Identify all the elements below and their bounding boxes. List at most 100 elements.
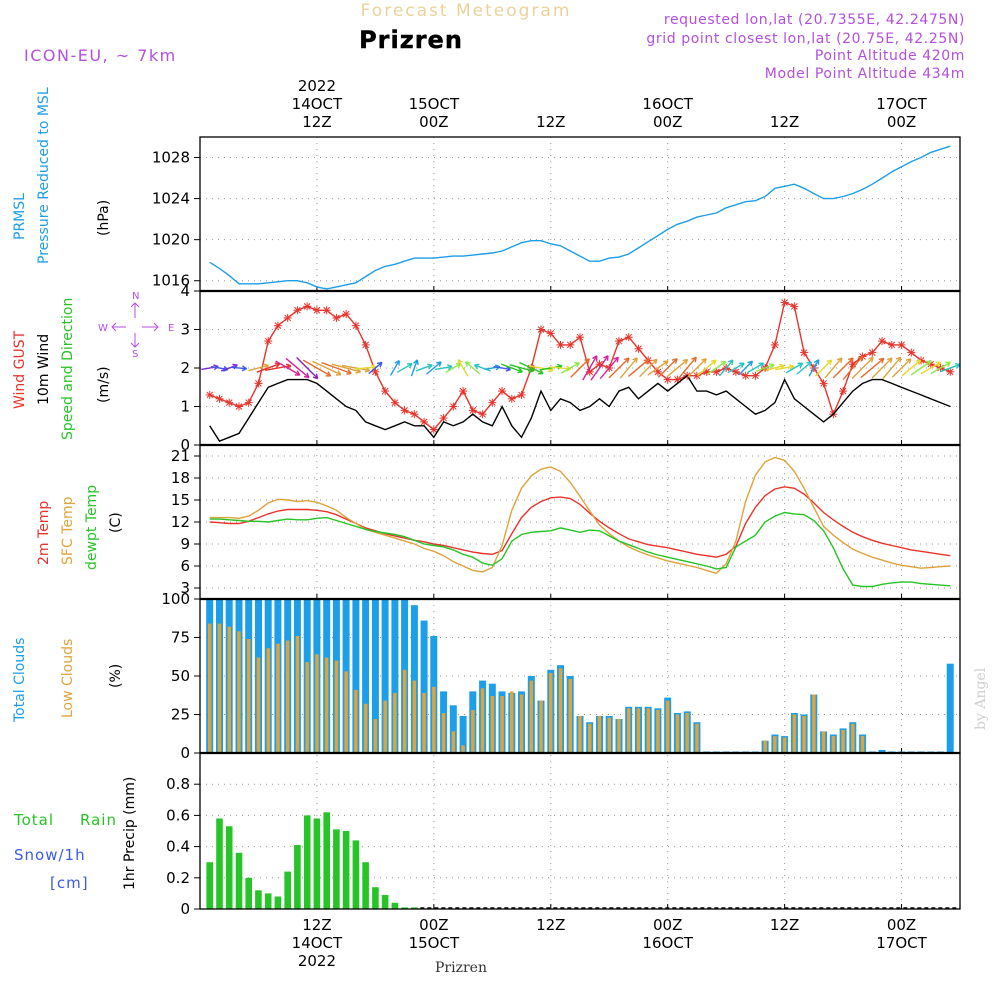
gust-marker — [468, 406, 477, 415]
gust-marker — [332, 313, 341, 322]
gust-marker — [244, 398, 253, 407]
top-time-label: 00Z — [887, 113, 916, 131]
gust-marker — [351, 321, 360, 330]
rain-bar — [362, 862, 369, 909]
gust-marker — [225, 398, 234, 407]
low-cloud-bar — [412, 680, 417, 753]
rain-bar — [323, 812, 330, 909]
low-cloud-bar — [792, 714, 797, 753]
gust-marker — [264, 337, 273, 346]
gust-marker — [390, 398, 399, 407]
low-cloud-bar — [373, 719, 378, 753]
wind-arrow — [882, 356, 902, 380]
low-cloud-bar — [208, 623, 212, 753]
bottom-time-label: 12Z — [302, 916, 331, 934]
temp-label-3: dewpt Temp — [84, 485, 100, 570]
wind-arrow — [434, 364, 453, 371]
low-cloud-bar — [831, 736, 836, 753]
footer-location: Prizren — [435, 960, 487, 976]
bottom-time-label: 00Z — [419, 916, 448, 934]
gust-marker — [254, 379, 263, 388]
low-cloud-bar — [597, 716, 602, 753]
rain-bar — [216, 818, 223, 909]
bottom-time-label: 00Z — [653, 916, 682, 934]
low-cloud-bar — [237, 631, 241, 753]
low-cloud-bar — [607, 717, 611, 753]
precip-label-snow: Snow/1h — [14, 846, 86, 864]
wind-arrow — [920, 361, 942, 375]
low-cloud-bar — [675, 714, 680, 753]
rain-bar — [313, 818, 321, 909]
wind-arrow — [687, 358, 707, 378]
low-cloud-bar — [256, 657, 261, 753]
low-cloud-bar — [432, 686, 436, 753]
gust-marker — [839, 387, 848, 396]
bottom-time-label: 12Z — [770, 916, 799, 934]
wind-arrow — [901, 359, 922, 377]
precip-labels: Total Rain Snow/1h [cm] 1hr Precip (mm) — [13, 777, 138, 892]
low-cloud-bar — [558, 668, 563, 753]
low-cloud-bar — [656, 709, 660, 753]
compass-north: N — [132, 291, 139, 302]
rain-bar — [401, 907, 408, 909]
low-cloud-bar — [617, 719, 621, 753]
low-cloud-bar — [646, 708, 650, 753]
wind-labels: Wind GUST 10m Wind Speed and Direction (… — [12, 291, 174, 440]
y-tick-label: 4 — [180, 282, 190, 300]
gust-marker — [868, 348, 877, 357]
y-tick-label: 50 — [171, 667, 190, 685]
model-label: ICON-EU, ~ 7km — [24, 46, 177, 65]
y-tick-label: 9 — [180, 535, 190, 553]
y-tick-label: 0.2 — [166, 869, 190, 887]
model-point-altitude: Model Point Altitude 434m — [765, 66, 965, 82]
temp-labels: 2m Temp SFC Temp dewpt Temp (C) — [36, 485, 124, 570]
low-cloud-bar — [471, 709, 475, 753]
sfc-temp-line — [209, 456, 951, 575]
gust-marker — [614, 337, 623, 346]
gust-marker — [634, 344, 643, 353]
wind-arrow — [473, 363, 491, 372]
temp-label-1: 2m Temp — [36, 501, 52, 565]
wind-arrow — [415, 363, 433, 372]
low-cloud-bar — [812, 694, 816, 753]
wind-arrow — [389, 359, 400, 376]
low-cloud-bar — [402, 669, 407, 753]
y-tick-label: 0 — [180, 900, 190, 918]
wind-unit: (m/s) — [96, 366, 112, 403]
rain-bar — [245, 877, 252, 909]
y-tick-label: 18 — [171, 469, 190, 487]
rain-bar — [411, 907, 418, 909]
wind-arrow — [832, 357, 854, 379]
rain-bar — [235, 852, 243, 909]
low-cloud-bar — [549, 672, 553, 753]
wind-arrow — [302, 359, 332, 377]
total-cloud-bar — [459, 716, 467, 753]
y-tick-label: 3 — [180, 321, 190, 339]
gust-marker — [303, 302, 312, 311]
bottom-time-label: 14OCT — [292, 934, 343, 952]
wind-arrow — [755, 363, 775, 372]
gust-marker — [624, 333, 633, 342]
grid-point-coords: grid point closest lon,lat (20.75E, 42.2… — [646, 31, 965, 47]
gust-marker — [439, 414, 448, 423]
gust-marker — [819, 379, 828, 388]
rain-bar — [294, 845, 301, 909]
wind-arrow — [426, 361, 442, 375]
wind-arrow — [560, 362, 580, 374]
wind-arrow — [619, 357, 638, 379]
low-cloud-bar — [841, 729, 845, 753]
gust-marker — [312, 306, 321, 315]
wind-arrow — [248, 363, 269, 372]
gust-marker — [449, 402, 458, 411]
wind-arrow — [706, 360, 727, 376]
gust-marker — [400, 406, 409, 415]
total-cloud-bar — [391, 599, 399, 753]
pressure-label-2: Pressure Reduced to MSL — [36, 87, 52, 264]
low-cloud-bar — [490, 696, 495, 753]
total-cloud-bar — [371, 599, 379, 753]
low-cloud-bar — [500, 696, 504, 753]
prmsl-line — [209, 145, 951, 290]
top-time-label: 16OCT — [642, 95, 693, 113]
low-cloud-bar — [354, 689, 358, 753]
